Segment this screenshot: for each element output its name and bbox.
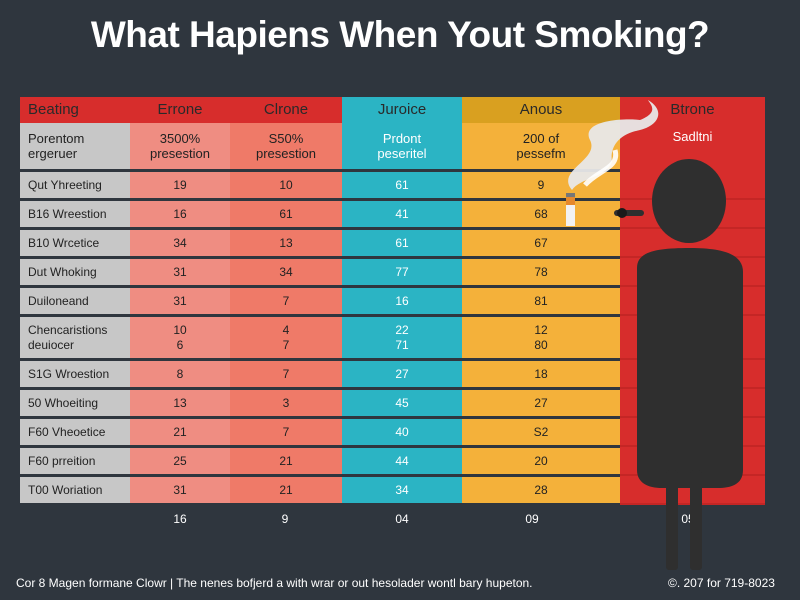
table-cell: 3 — [230, 390, 342, 416]
table-cell: 44 — [342, 448, 462, 474]
table-cell: 31 — [130, 259, 230, 285]
table-cell: 78 — [462, 259, 620, 285]
table-cell: 34 — [130, 230, 230, 256]
table-cell: 34 — [230, 259, 342, 285]
column-subheader: Sadltni — [672, 129, 713, 144]
row-label: F60 prreition — [20, 448, 130, 474]
table-cell: 19 — [130, 172, 230, 198]
row-label: B10 Wrcetice — [20, 230, 130, 256]
row-label: S1G Wroestion — [20, 361, 130, 387]
table-cell: 13 — [130, 390, 230, 416]
table-cell: 68 — [462, 201, 620, 227]
table-cell: 7 — [230, 288, 342, 314]
table-cell: 10 6 — [130, 317, 230, 358]
table-cell: 67 — [462, 230, 620, 256]
column-subheader: S50% presestion — [230, 123, 342, 169]
table-cell: 20 — [462, 448, 620, 474]
row-label: Qut Yhreeting — [20, 172, 130, 198]
table-cell: 27 — [342, 361, 462, 387]
column-header: Beating — [20, 97, 130, 123]
column-total: 04 — [395, 512, 409, 526]
row-label: 50 Whoeiting — [20, 390, 130, 416]
table-cell: 31 — [130, 477, 230, 503]
footer-note: Cor 8 Magen formane Clowr | The nenes bo… — [16, 576, 533, 590]
table-cell: 61 — [230, 201, 342, 227]
table-cell: 61 — [342, 230, 462, 256]
table-cell: 77 — [342, 259, 462, 285]
table-cell: 8 — [130, 361, 230, 387]
table-cell: 31 — [130, 288, 230, 314]
table-cell: 45 — [342, 390, 462, 416]
table-cell: 21 — [130, 419, 230, 445]
row-label: Chencaristions deuiocer — [20, 317, 130, 358]
smoker-silhouette-icon — [614, 159, 743, 570]
footer-copyright: ©. 207 for 719-8023 — [668, 576, 775, 590]
table-cell: 18 — [462, 361, 620, 387]
table-cell: 4 7 — [230, 317, 342, 358]
table-cell: 16 — [130, 201, 230, 227]
column-header: Anous — [462, 97, 620, 123]
table-cell: 7 — [230, 361, 342, 387]
column-subheader: Prdont peseritel — [342, 123, 462, 169]
table-cell: 34 — [342, 477, 462, 503]
table-cell: 21 — [230, 448, 342, 474]
table-cell: S2 — [462, 419, 620, 445]
column-total: 9 — [281, 512, 289, 526]
table-cell: 7 — [230, 419, 342, 445]
table-cell: 40 — [342, 419, 462, 445]
column-subheader: Porentom ergeruer — [20, 123, 130, 169]
page-title: What Hapiens When Yout Smoking? — [90, 14, 710, 55]
column-subheader: 3500% presestion — [130, 123, 230, 169]
row-label: Duiloneand — [20, 288, 130, 314]
column-header: Errone — [130, 97, 230, 123]
row-label: F60 Vheoetice — [20, 419, 130, 445]
table-cell: 10 — [230, 172, 342, 198]
table-cell: 13 — [230, 230, 342, 256]
column-header: Juroice — [342, 97, 462, 123]
column-total: 16 — [173, 512, 187, 526]
smoke-icon — [568, 100, 659, 190]
row-label: T00 Woriation — [20, 477, 130, 503]
cigarette-icon — [566, 193, 575, 226]
table-cell: 41 — [342, 201, 462, 227]
row-label: Dut Whoking — [20, 259, 130, 285]
table-cell: 27 — [462, 390, 620, 416]
table-cell: 22 71 — [342, 317, 462, 358]
table-cell: 21 — [230, 477, 342, 503]
column-total: 09 — [525, 512, 539, 526]
row-label: B16 Wreestion — [20, 201, 130, 227]
table-cell: 28 — [462, 477, 620, 503]
table-cell: 16 — [342, 288, 462, 314]
table-cell: 12 80 — [462, 317, 620, 358]
table-cell: 25 — [130, 448, 230, 474]
column-header: Clrone — [230, 97, 342, 123]
table-cell: 61 — [342, 172, 462, 198]
table-cell: 81 — [462, 288, 620, 314]
